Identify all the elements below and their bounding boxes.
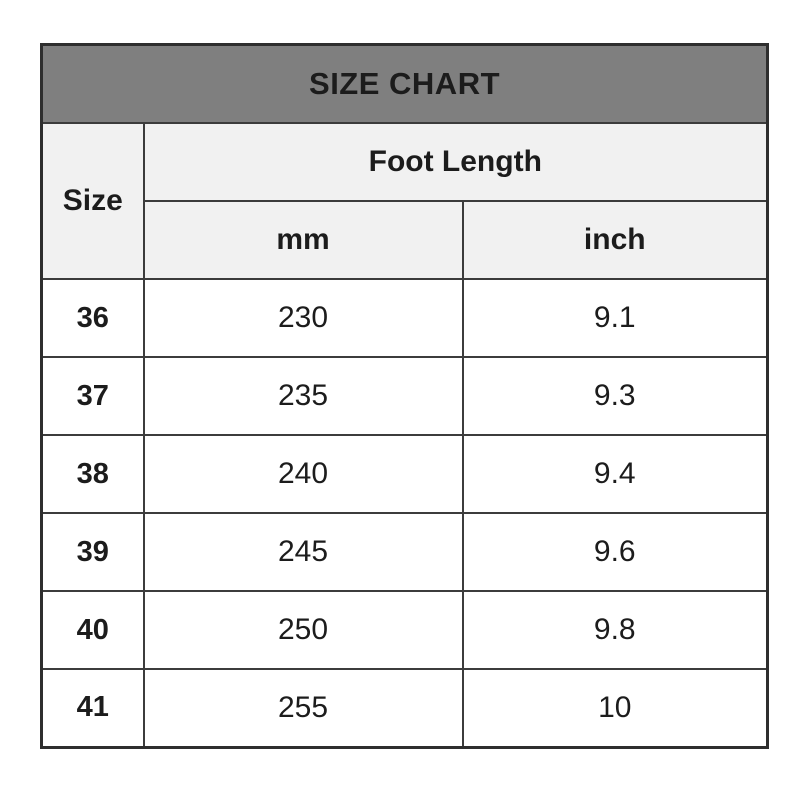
size-value: 37 [40,356,145,436]
size-chart-table: SIZE CHART Size Foot Length mm inch 36 2… [40,43,770,749]
table-row: 41 255 10 [40,668,769,748]
table-row: 37 235 9.3 [40,356,769,436]
table-title-row: SIZE CHART [40,43,769,124]
column-header-inch: inch [461,200,769,280]
header-row-foot-length: Size Foot Length [40,122,769,280]
column-header-mm: mm [142,200,464,280]
column-header-size: Size [40,122,145,280]
column-header-foot-length: Foot Length [142,122,769,202]
size-value: 36 [40,278,145,358]
table-row: 38 240 9.4 [40,434,769,514]
size-value: 41 [40,668,145,748]
mm-value: 235 [142,356,464,436]
table-row: 40 250 9.8 [40,590,769,670]
inch-value: 9.6 [461,512,769,592]
mm-value: 255 [142,668,464,748]
size-value: 40 [40,590,145,670]
table-row: 36 230 9.1 [40,278,769,358]
mm-value: 250 [142,590,464,670]
mm-value: 240 [142,434,464,514]
header-row-units: mm inch [42,200,769,280]
table-row: 39 245 9.6 [40,512,769,592]
size-value: 39 [40,512,145,592]
mm-value: 245 [142,512,464,592]
size-value: 38 [40,434,145,514]
inch-value: 9.3 [461,356,769,436]
mm-value: 230 [142,278,464,358]
inch-value: 9.1 [461,278,769,358]
table-title: SIZE CHART [40,43,769,124]
inch-value: 9.8 [461,590,769,670]
inch-value: 9.4 [461,434,769,514]
inch-value: 10 [461,668,769,748]
